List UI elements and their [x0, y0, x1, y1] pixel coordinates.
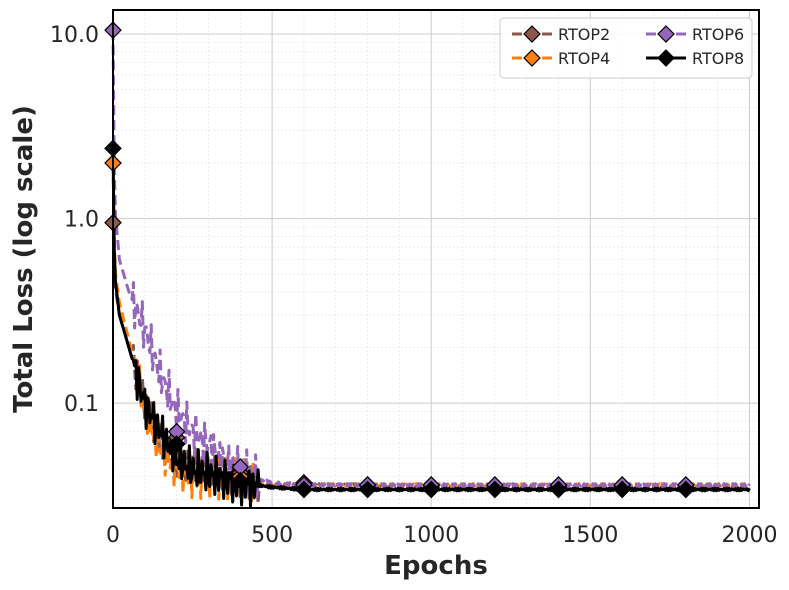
- series-line-rtop6: [111, 30, 751, 499]
- legend-marker-rtop4: [523, 49, 541, 67]
- legend-label-rtop2: RTOP2: [558, 25, 610, 44]
- marker-rtop8: [486, 480, 504, 499]
- marker-rtop8: [231, 471, 250, 490]
- minor-grid: [113, 10, 759, 508]
- marker-rtop8: [613, 480, 632, 499]
- marker-rtop8: [422, 480, 441, 499]
- legend-marker-rtop2: [523, 25, 541, 43]
- y-axis-ticks: 0.1 1.0 10.0: [50, 23, 99, 417]
- legend-label-rtop4: RTOP4: [558, 49, 610, 68]
- x-tick-label: 1000: [403, 523, 459, 548]
- legend-marker-rtop6: [657, 25, 675, 43]
- marker-rtop8: [295, 480, 313, 499]
- x-tick-label: 2000: [721, 523, 777, 548]
- marker-rtop8: [167, 435, 186, 453]
- legend-label-rtop6: RTOP6: [692, 25, 744, 44]
- marker-rtop8: [676, 480, 695, 499]
- x-axis-ticks: 0 500 1000 1500 2000: [106, 523, 777, 548]
- legend-box: [499, 17, 753, 79]
- legend-marker-rtop8: [657, 49, 675, 67]
- x-tick-label: 0: [106, 523, 120, 548]
- plot-background: [113, 10, 759, 508]
- y-tick-label: 10.0: [50, 23, 99, 48]
- marker-rtop8: [358, 480, 377, 499]
- y-axis-label: Total Loss (log scale): [9, 105, 39, 413]
- x-axis-label: Epochs: [384, 551, 488, 581]
- legend-label-rtop8: RTOP8: [692, 49, 744, 68]
- series-markers: [104, 21, 695, 499]
- plot-frame: [112, 9, 760, 509]
- x-tick-label: 1500: [562, 523, 618, 548]
- x-tick-label: 500: [251, 523, 293, 548]
- legend: RTOP2 RTOP4 RTOP6 RTOP8: [499, 17, 753, 79]
- y-tick-label: 0.1: [64, 392, 99, 417]
- y-tick-label: 1.0: [64, 208, 99, 233]
- marker-rtop8: [549, 480, 568, 499]
